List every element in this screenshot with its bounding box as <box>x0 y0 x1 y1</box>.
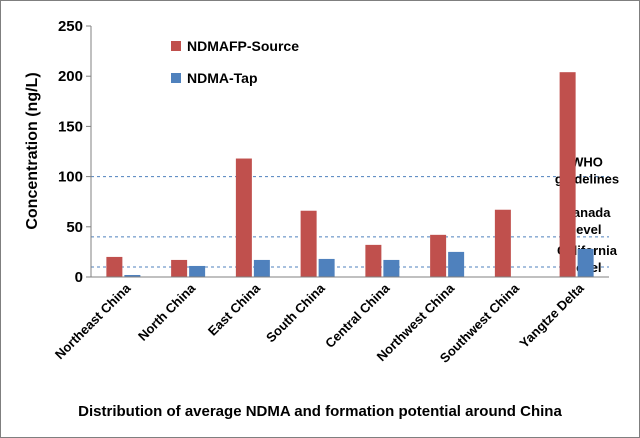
legend-label: NDMAFP-Source <box>187 38 299 54</box>
y-tick-label: 0 <box>75 269 83 286</box>
legend: NDMAFP-Source NDMA-Tap <box>171 38 299 86</box>
bar-ndma-tap <box>577 248 594 277</box>
bar-ndmafp-source <box>365 244 382 277</box>
x-category-label: Yangtze Delta <box>516 280 587 351</box>
chart-caption: Distribution of average NDMA and formati… <box>78 403 562 420</box>
legend-swatch <box>171 41 181 51</box>
legend-label: NDMA-Tap <box>187 70 258 86</box>
y-tick-label: 150 <box>58 118 83 135</box>
x-category-label: Central China <box>322 280 393 351</box>
bar-ndmafp-source <box>494 209 511 277</box>
y-tick-label: 200 <box>58 68 83 85</box>
bar-ndma-tap <box>189 265 206 277</box>
bar-ndmafp-source <box>106 256 123 277</box>
reference-line-label: WHO <box>571 155 603 170</box>
bar-ndma-tap <box>383 259 400 277</box>
bar-ndma-tap <box>253 259 270 277</box>
reference-line-label: level <box>573 222 602 237</box>
x-category-label: East China <box>205 280 264 339</box>
y-tick-label: 50 <box>66 219 83 236</box>
bar-ndmafp-source <box>300 210 317 277</box>
bar-ndma-tap <box>318 258 335 277</box>
x-category-label: Northeast China <box>52 280 134 362</box>
y-tick-label: 250 <box>58 18 83 35</box>
bar-ndma-tap <box>124 274 141 277</box>
bar-ndmafp-source <box>235 158 252 277</box>
y-tick-label: 100 <box>58 169 83 186</box>
x-category-label: South China <box>263 280 328 345</box>
bar-ndmafp-source <box>430 234 447 277</box>
bar-ndmafp-source <box>171 259 188 277</box>
bar-ndmafp-source <box>559 72 576 278</box>
y-axis-label: Concentration (ng/L) <box>24 72 41 229</box>
bar-ndma-tap <box>448 251 465 277</box>
x-category-label: North China <box>135 280 199 344</box>
legend-swatch <box>171 73 181 83</box>
